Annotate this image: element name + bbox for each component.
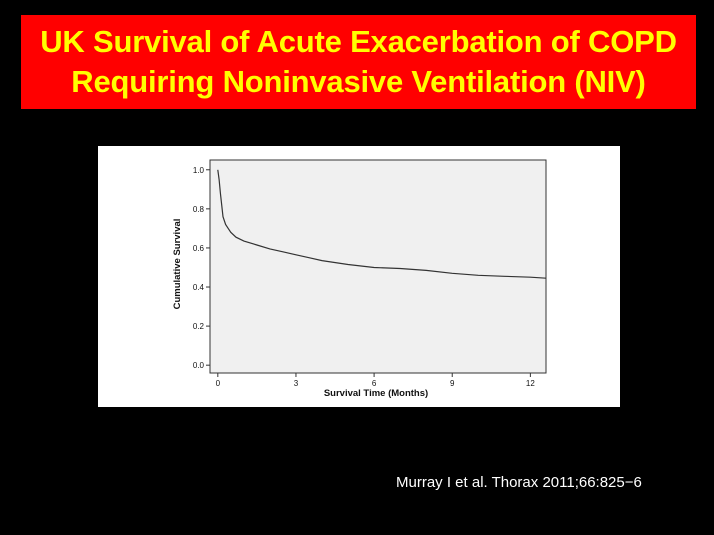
y-tick-label: 1.0	[193, 166, 205, 175]
slide-title-box: UK Survival of Acute Exacerbation of COP…	[21, 15, 696, 109]
slide-title-line-1: UK Survival of Acute Exacerbation of COP…	[40, 24, 677, 59]
y-tick-label: 0.4	[193, 283, 205, 292]
survival-curve	[217, 169, 547, 279]
y-tick-label: 0.0	[193, 361, 205, 370]
slide-title-line-2: Requiring Noninvasive Ventilation (NIV)	[71, 64, 646, 99]
survival-chart: 0 3 6 9 12 0.0 0.2 0.4 0.6 0.8 1.0 Survival Time …	[172, 159, 547, 399]
x-axis-label: Survival Time (Months)	[324, 388, 428, 399]
y-tick-label: 0.6	[193, 244, 205, 253]
y-axis-label: Cumulative Survival	[172, 219, 183, 310]
x-tick-label: 12	[526, 379, 535, 388]
plot-area	[209, 159, 547, 374]
x-tick-label: 0	[216, 379, 221, 388]
y-tick-label: 0.2	[193, 322, 205, 331]
x-tick-label: 3	[294, 379, 299, 388]
citation: Murray I et al. Thorax 2011;66:825−6	[396, 474, 642, 491]
y-tick-label: 0.8	[193, 205, 205, 214]
x-axis: 0 3 6 9 12	[216, 373, 535, 388]
x-tick-label: 9	[450, 379, 455, 388]
x-tick-label: 6	[372, 379, 377, 388]
chart-panel: 0 3 6 9 12 0.0 0.2 0.4 0.6 0.8 1.0 Survival Time …	[98, 146, 620, 407]
y-axis: 0.0 0.2 0.4 0.6 0.8 1.0	[193, 166, 210, 370]
